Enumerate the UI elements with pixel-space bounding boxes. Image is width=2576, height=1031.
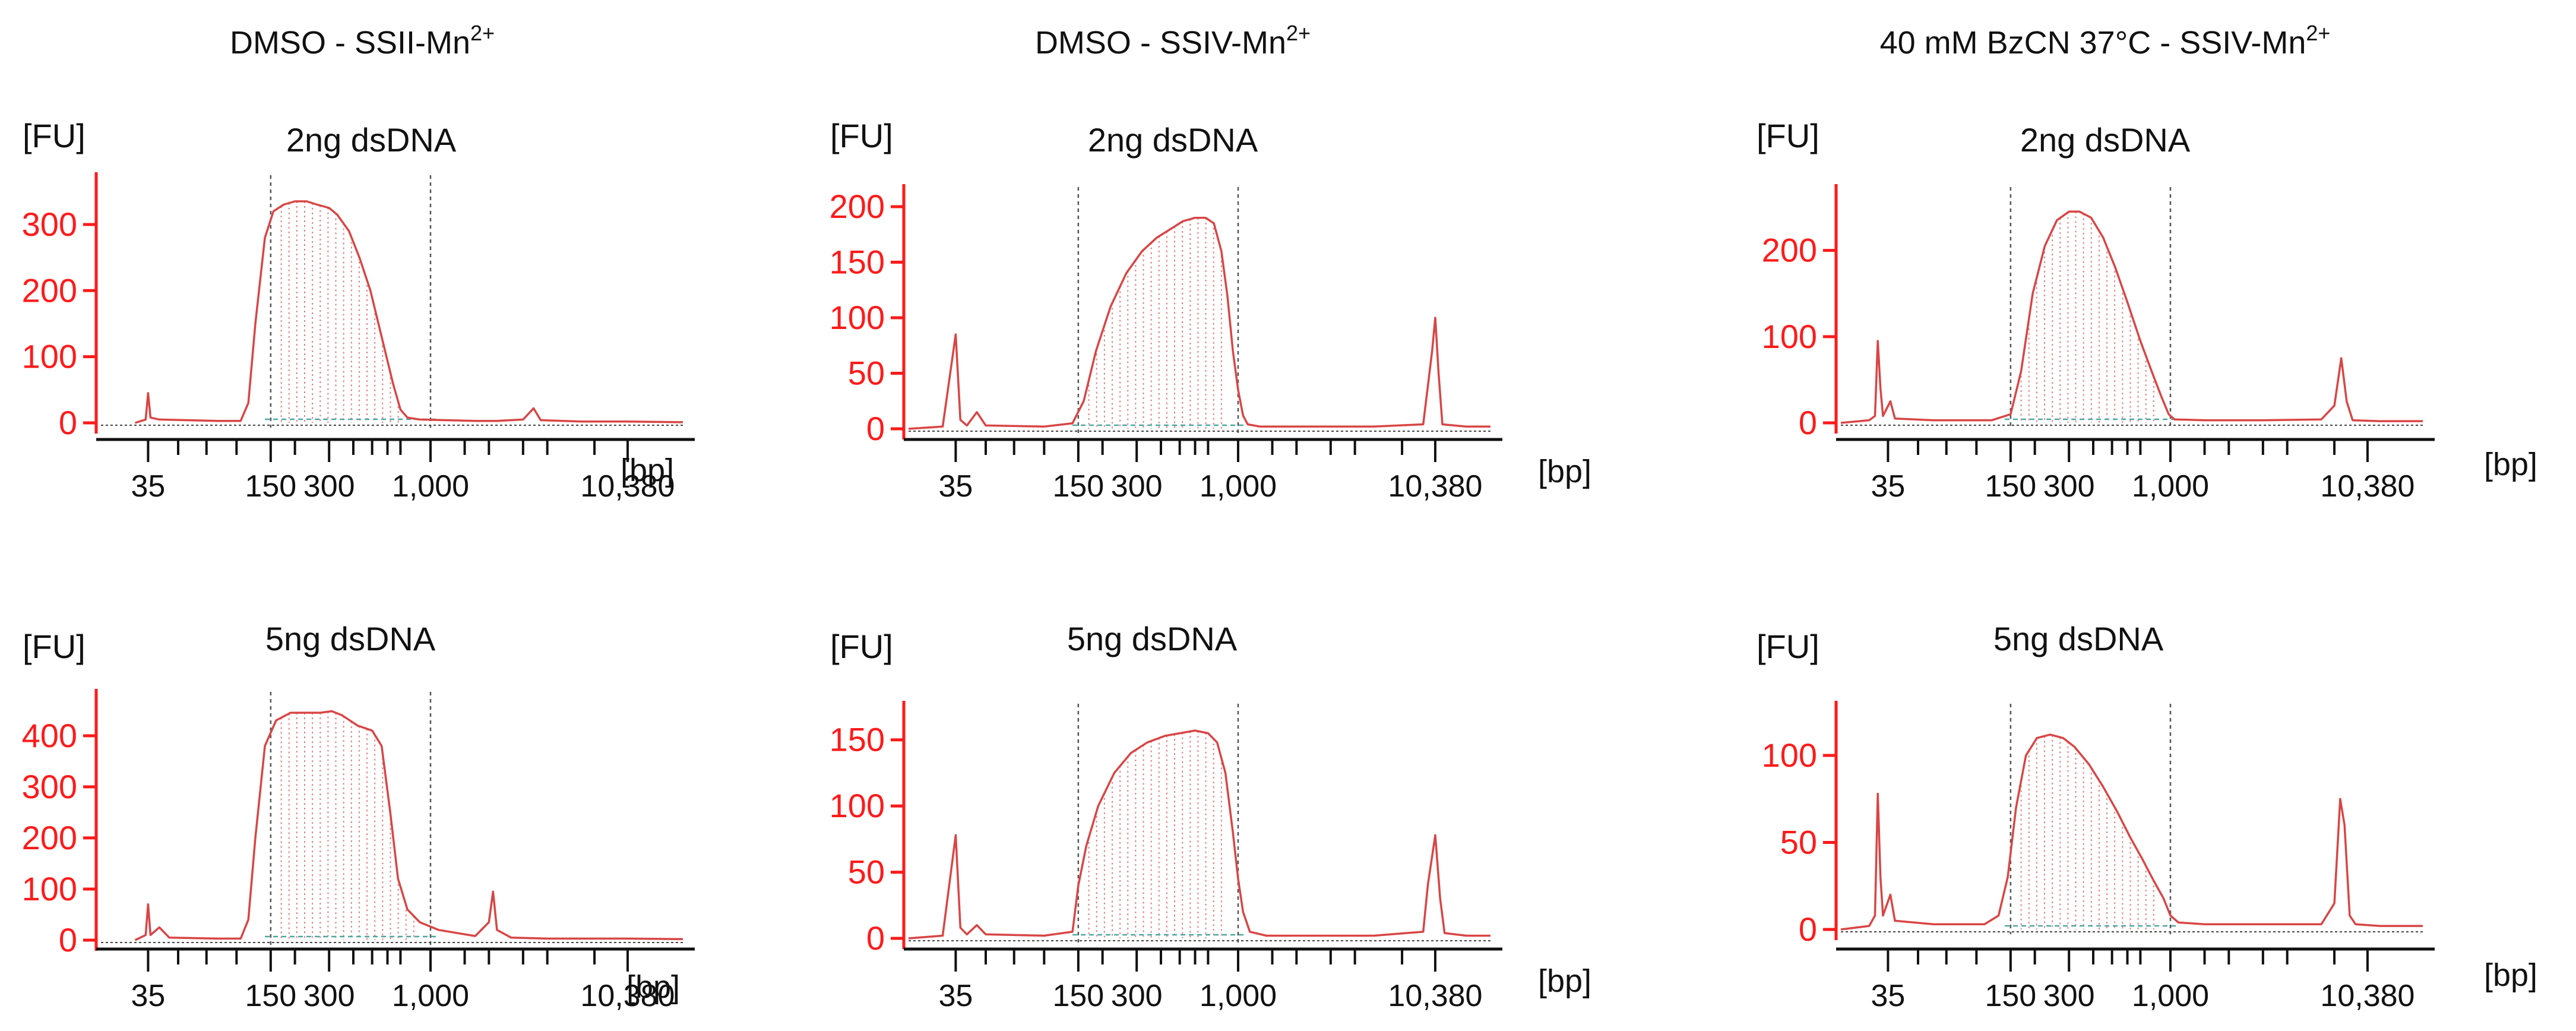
x-tick-label: 150 bbox=[245, 469, 296, 504]
x-tick-label: 35 bbox=[131, 469, 165, 504]
x-tick-label: 10,380 bbox=[2320, 469, 2414, 504]
trace-line bbox=[134, 710, 683, 941]
fu-axis-label: [FU] bbox=[830, 117, 893, 154]
trace-line bbox=[1840, 733, 2423, 931]
x-tick-label: 300 bbox=[2043, 979, 2095, 1013]
x-tick-label: 1,000 bbox=[2132, 469, 2209, 504]
fu-axis-label: [FU] bbox=[1757, 117, 1819, 154]
x-tick-label: 10,380 bbox=[580, 469, 675, 504]
fu-axis-label: [FU] bbox=[23, 117, 86, 154]
x-tick-label: 150 bbox=[245, 979, 296, 1013]
y-tick-label: 300 bbox=[22, 205, 77, 243]
y-tick-label: 100 bbox=[830, 299, 885, 336]
panel-title: 2ng dsDNA bbox=[2020, 121, 2191, 159]
x-tick-label: 150 bbox=[1985, 469, 2036, 504]
x-axis-unit-label: [bp] bbox=[1538, 454, 1591, 489]
y-tick-label: 0 bbox=[59, 404, 77, 441]
y-tick-label: 50 bbox=[1780, 824, 1817, 861]
y-tick-label: 200 bbox=[22, 819, 77, 856]
panel-title: 5ng dsDNA bbox=[265, 620, 436, 657]
x-tick-label: 35 bbox=[938, 979, 973, 1013]
fu-axis-label: [FU] bbox=[1757, 628, 1819, 665]
x-tick-label: 150 bbox=[1985, 979, 2036, 1013]
chart-panel: [FU] 5ng dsDNA 0 50 100 35 150 300 1,000 10,380 [b… bbox=[1757, 620, 2537, 1013]
x-tick-label: 300 bbox=[1111, 979, 1163, 1013]
trace-line bbox=[134, 200, 683, 424]
trace-line bbox=[908, 729, 1490, 940]
y-tick-label: 0 bbox=[1799, 404, 1817, 441]
y-tick-label: 200 bbox=[22, 271, 77, 309]
y-tick-label: 0 bbox=[1799, 910, 1817, 948]
x-tick-label: 10,380 bbox=[580, 979, 675, 1013]
y-tick-label: 0 bbox=[59, 921, 77, 959]
x-tick-label: 300 bbox=[1111, 469, 1163, 504]
x-axis-unit-label: [bp] bbox=[626, 969, 680, 1005]
x-tick-label: 1,000 bbox=[392, 469, 469, 504]
column-title-ssiv: DMSO - SSIV-Mn2+ bbox=[1035, 21, 1311, 61]
x-tick-label: 1,000 bbox=[1200, 469, 1277, 504]
x-axis-unit-label: [bp] bbox=[1538, 963, 1591, 999]
chart-panel: [FU] 2ng dsDNA 0 100 200 35 150 300 1,000 10,380 [… bbox=[1757, 117, 2537, 504]
y-tick-label: 100 bbox=[1762, 736, 1817, 774]
x-axis-unit-label: [bp] bbox=[621, 453, 674, 488]
panel-title: 2ng dsDNA bbox=[286, 121, 457, 159]
y-tick-label: 200 bbox=[1762, 232, 1817, 269]
y-tick-label: 200 bbox=[830, 188, 885, 225]
fu-axis-label: [FU] bbox=[23, 628, 86, 665]
x-tick-label: 35 bbox=[1871, 979, 1905, 1013]
x-tick-label: 10,380 bbox=[2320, 979, 2414, 1013]
x-tick-label: 10,380 bbox=[1388, 469, 1482, 504]
trace-line bbox=[1840, 210, 2423, 424]
x-tick-label: 35 bbox=[1871, 469, 1905, 504]
x-axis-unit-label: [bp] bbox=[2484, 957, 2537, 993]
y-tick-label: 150 bbox=[830, 243, 885, 281]
panel-title: 2ng dsDNA bbox=[1088, 121, 1258, 159]
y-tick-label: 100 bbox=[22, 870, 77, 907]
x-tick-label: 150 bbox=[1052, 979, 1104, 1013]
x-tick-label: 35 bbox=[131, 979, 165, 1013]
x-tick-label: 1,000 bbox=[392, 979, 469, 1013]
y-tick-label: 400 bbox=[22, 717, 77, 754]
y-tick-label: 100 bbox=[1762, 318, 1817, 355]
x-tick-label: 300 bbox=[303, 979, 355, 1013]
x-tick-label: 1,000 bbox=[2132, 979, 2209, 1013]
column-title-bzcn: 40 mM BzCN 37°C - SSIV-Mn2+ bbox=[1880, 21, 2331, 61]
column-title-ssii: DMSO - SSII-Mn2+ bbox=[230, 21, 495, 61]
y-tick-label: 0 bbox=[866, 919, 885, 957]
x-tick-label: 150 bbox=[1052, 469, 1104, 504]
trace-line bbox=[908, 216, 1490, 430]
fu-axis-label: [FU] bbox=[830, 628, 893, 665]
x-tick-label: 35 bbox=[938, 469, 973, 504]
x-tick-label: 300 bbox=[303, 469, 355, 504]
x-tick-label: 10,380 bbox=[1388, 979, 1482, 1013]
x-tick-label: 1,000 bbox=[1200, 979, 1277, 1013]
y-tick-label: 150 bbox=[830, 721, 885, 758]
x-axis-unit-label: [bp] bbox=[2484, 447, 2537, 482]
x-tick-label: 300 bbox=[2043, 469, 2095, 504]
y-tick-label: 100 bbox=[22, 338, 77, 375]
y-tick-label: 100 bbox=[830, 787, 885, 824]
y-tick-label: 50 bbox=[848, 355, 885, 392]
panel-title: 5ng dsDNA bbox=[1993, 620, 2164, 657]
y-tick-label: 300 bbox=[22, 768, 77, 805]
y-tick-label: 0 bbox=[866, 410, 885, 447]
panel-title: 5ng dsDNA bbox=[1067, 620, 1238, 657]
y-tick-label: 50 bbox=[848, 853, 885, 891]
